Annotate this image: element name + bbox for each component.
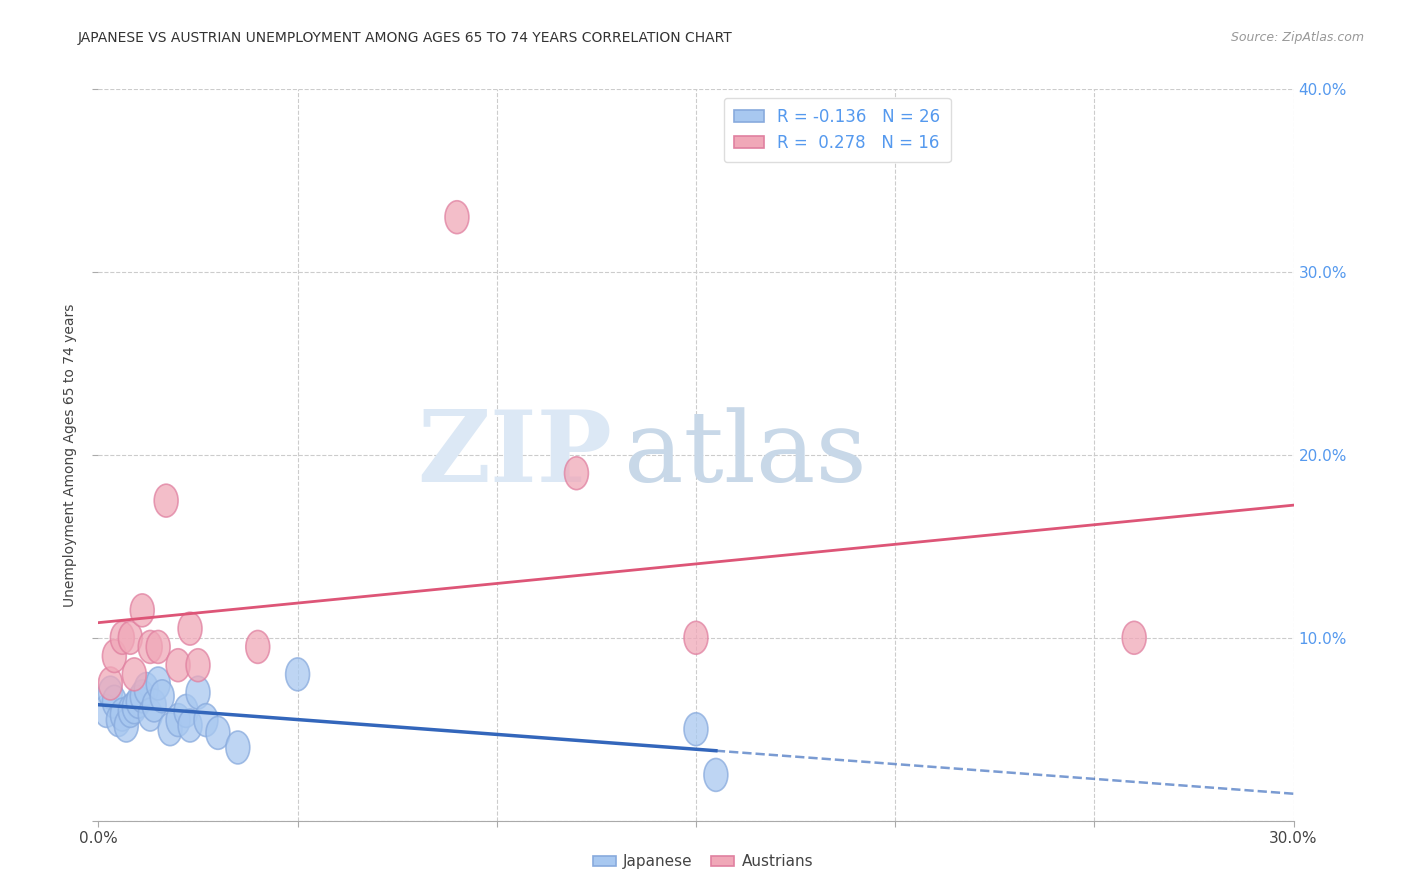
- Ellipse shape: [207, 716, 231, 749]
- Ellipse shape: [146, 631, 170, 664]
- Ellipse shape: [150, 680, 174, 713]
- Legend: Japanese, Austrians: Japanese, Austrians: [586, 848, 820, 875]
- Ellipse shape: [127, 685, 150, 718]
- Ellipse shape: [118, 695, 142, 727]
- Ellipse shape: [98, 676, 122, 709]
- Text: JAPANESE VS AUSTRIAN UNEMPLOYMENT AMONG AGES 65 TO 74 YEARS CORRELATION CHART: JAPANESE VS AUSTRIAN UNEMPLOYMENT AMONG …: [77, 31, 733, 45]
- Ellipse shape: [226, 731, 250, 764]
- Legend: R = -0.136   N = 26, R =  0.278   N = 16: R = -0.136 N = 26, R = 0.278 N = 16: [724, 97, 950, 161]
- Text: Source: ZipAtlas.com: Source: ZipAtlas.com: [1230, 31, 1364, 45]
- Ellipse shape: [159, 713, 183, 746]
- Ellipse shape: [103, 685, 127, 718]
- Ellipse shape: [118, 622, 142, 654]
- Ellipse shape: [166, 648, 190, 681]
- Ellipse shape: [111, 622, 135, 654]
- Ellipse shape: [122, 690, 146, 723]
- Ellipse shape: [704, 758, 728, 791]
- Ellipse shape: [685, 622, 709, 654]
- Ellipse shape: [179, 612, 202, 645]
- Ellipse shape: [135, 673, 159, 706]
- Ellipse shape: [194, 704, 218, 737]
- Ellipse shape: [107, 704, 131, 737]
- Ellipse shape: [186, 648, 209, 681]
- Ellipse shape: [166, 704, 190, 737]
- Text: ZIP: ZIP: [418, 407, 613, 503]
- Text: atlas: atlas: [624, 407, 868, 503]
- Ellipse shape: [111, 698, 135, 731]
- Ellipse shape: [685, 713, 709, 746]
- Ellipse shape: [138, 698, 162, 731]
- Ellipse shape: [174, 695, 198, 727]
- Ellipse shape: [246, 631, 270, 664]
- Ellipse shape: [114, 709, 138, 742]
- Ellipse shape: [131, 594, 155, 627]
- Ellipse shape: [186, 676, 209, 709]
- Ellipse shape: [98, 667, 122, 700]
- Ellipse shape: [122, 658, 146, 690]
- Ellipse shape: [285, 658, 309, 690]
- Ellipse shape: [138, 631, 162, 664]
- Y-axis label: Unemployment Among Ages 65 to 74 years: Unemployment Among Ages 65 to 74 years: [63, 303, 77, 607]
- Ellipse shape: [146, 667, 170, 700]
- Ellipse shape: [1122, 622, 1146, 654]
- Ellipse shape: [446, 201, 470, 234]
- Ellipse shape: [179, 709, 202, 742]
- Ellipse shape: [131, 680, 155, 713]
- Ellipse shape: [155, 484, 179, 517]
- Ellipse shape: [565, 457, 589, 490]
- Ellipse shape: [94, 695, 118, 727]
- Ellipse shape: [142, 689, 166, 722]
- Ellipse shape: [103, 640, 127, 673]
